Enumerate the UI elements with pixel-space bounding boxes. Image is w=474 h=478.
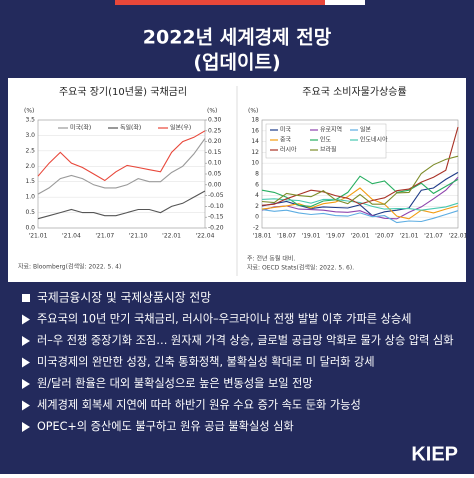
y-axis-label: (%) (248, 108, 258, 115)
plot-frame (37, 119, 206, 229)
series-line (261, 155, 459, 205)
legend-label: 유로지역 (320, 126, 342, 134)
legend-label: 독일(좌) (120, 124, 141, 132)
top-bar-red (115, 0, 325, 5)
series-line (37, 138, 206, 195)
x-tick-label: '18.01 (253, 233, 272, 240)
x-tick-label: '19.01 (302, 233, 321, 240)
y2-tick-label: 0.20 (208, 138, 222, 145)
y-tick-label: 10 (251, 160, 259, 167)
legend-label: 일본 (360, 126, 372, 134)
y-tick-label: 18 (251, 117, 259, 124)
y-tick-label: 0.0 (25, 225, 35, 232)
y-tick-label: 2.0 (25, 163, 35, 170)
y2-tick-label: -0.15 (208, 214, 224, 221)
bullet-text: 세계경제 회복세 지연에 따라 하반기 원유 수요 증가 속도 둔화 가능성 (37, 398, 361, 412)
x-tick-label: '20.01 (351, 233, 370, 240)
bullet-text: 원/달러 환율은 대외 불확실성으로 높은 변동성을 보일 전망 (37, 376, 313, 390)
y-tick-label: -2 (253, 225, 259, 232)
y-tick-label: 14 (251, 138, 259, 145)
series-line (261, 175, 459, 207)
bullet-text: 국제금융시장 및 국제상품시장 전망 (37, 291, 211, 305)
bullet-arrow (22, 379, 30, 389)
title: 2022년 세계경제 전망 (143, 27, 332, 49)
series-line (261, 198, 459, 211)
legend-label: 인도 (320, 137, 332, 144)
x-tick-label: '22.01 (162, 233, 181, 240)
y-tick-label: 4 (255, 192, 259, 199)
bullet-arrow (22, 336, 30, 346)
y2-tick-label: 0.10 (208, 160, 222, 167)
legend-label: 중국 (280, 137, 292, 144)
series-line (261, 176, 459, 220)
x-tick-label: '22.04 (196, 233, 215, 240)
x-tick-label: '21.01 (29, 233, 48, 240)
x-tick-label: '21.07 (424, 233, 443, 240)
series-line (261, 187, 459, 220)
x-tick-label: '21.10 (129, 233, 148, 240)
y2-tick-label: -0.10 (208, 203, 224, 210)
y2-tick-label: -0.05 (208, 192, 224, 199)
bullet-arrow (22, 357, 30, 368)
x-tick-label: '21.07 (95, 233, 114, 240)
y-tick-label: 1.0 (25, 194, 35, 201)
plot-frame (261, 119, 459, 229)
legend-label: 러시아 (280, 146, 297, 154)
y-tick-label: 2 (255, 203, 259, 210)
y2-tick-label: 0.05 (208, 171, 222, 178)
bullet-arrow (22, 422, 30, 432)
y-tick-label: 12 (251, 149, 259, 156)
source-note: 자료: OECD Stats(검색일: 2022. 5. 6). (247, 264, 354, 272)
legend-label: 인도네시아 (360, 136, 388, 144)
bullet-text: 러–우 전쟁 중장기화 조짐… 원자재 가격 상승, 글로벌 공급망 악화로 물… (37, 333, 454, 347)
y-axis-label: (%) (24, 108, 34, 115)
x-tick-label: '22.01 (449, 233, 468, 240)
legend-label: 미국 (280, 126, 292, 134)
y-tick-label: 0.5 (25, 209, 35, 216)
y-tick-label: 6 (255, 181, 259, 188)
y-tick-label: 3.5 (25, 117, 35, 124)
x-tick-label: '21.04 (62, 233, 81, 240)
y-tick-label: 3.0 (25, 132, 35, 139)
y-tick-label: 0 (255, 214, 259, 221)
y2-tick-label: 0.30 (208, 117, 222, 124)
y-tick-label: 1.5 (25, 178, 35, 185)
logo: KIEP (411, 443, 458, 465)
series-line (37, 130, 206, 182)
top-bar-white (325, 0, 365, 5)
chart-title: 주요국 소비자물가상승률 (302, 86, 406, 98)
source-note: 자료: Bloomberg(검색일: 2022. 5. 4) (18, 263, 121, 271)
subtitle: (업데이트) (193, 52, 280, 74)
x-tick-label: '19.07 (326, 233, 345, 240)
x-tick-label: '20.07 (375, 233, 394, 240)
legend-label: 미국(좌) (70, 124, 91, 132)
series-line (261, 209, 459, 224)
series-line (37, 190, 206, 220)
x-tick-label: '18.07 (277, 233, 296, 240)
legend-label: 일본(우) (170, 124, 191, 132)
source-note: 주: 전년 동월 대비. (247, 255, 295, 263)
y-tick-label: 16 (251, 127, 259, 134)
y-tick-label: 2.5 (25, 147, 35, 154)
y2-axis-label: (%) (207, 108, 217, 115)
legend-label: 브라질 (320, 146, 337, 154)
bullet-square (22, 294, 30, 302)
legend-box (265, 123, 387, 159)
series-line (261, 126, 459, 206)
bullet-text: OPEC+의 증산에도 불구하고 원유 공급 불확실성 심화 (37, 419, 294, 433)
y2-tick-label: 0.00 (208, 181, 222, 188)
y2-tick-label: 0.25 (208, 127, 222, 134)
bullet-arrow (22, 314, 30, 325)
x-tick-label: '21.01 (400, 233, 419, 240)
bullet-text: 미국경제의 완만한 성장, 긴축 통화정책, 불확실성 확대로 미 달러화 강세 (37, 355, 375, 369)
bullet-text: 주요국의 10년 만기 국채금리, 러시아–우크라이나 전쟁 발발 이후 가파른… (37, 313, 411, 326)
y2-tick-label: -0.20 (208, 225, 224, 232)
bullet-arrow (22, 400, 30, 411)
y2-tick-label: 0.15 (208, 149, 222, 156)
chart-title: 주요국 장기(10년물) 국채금리 (59, 86, 187, 98)
y-tick-label: 8 (255, 171, 259, 178)
